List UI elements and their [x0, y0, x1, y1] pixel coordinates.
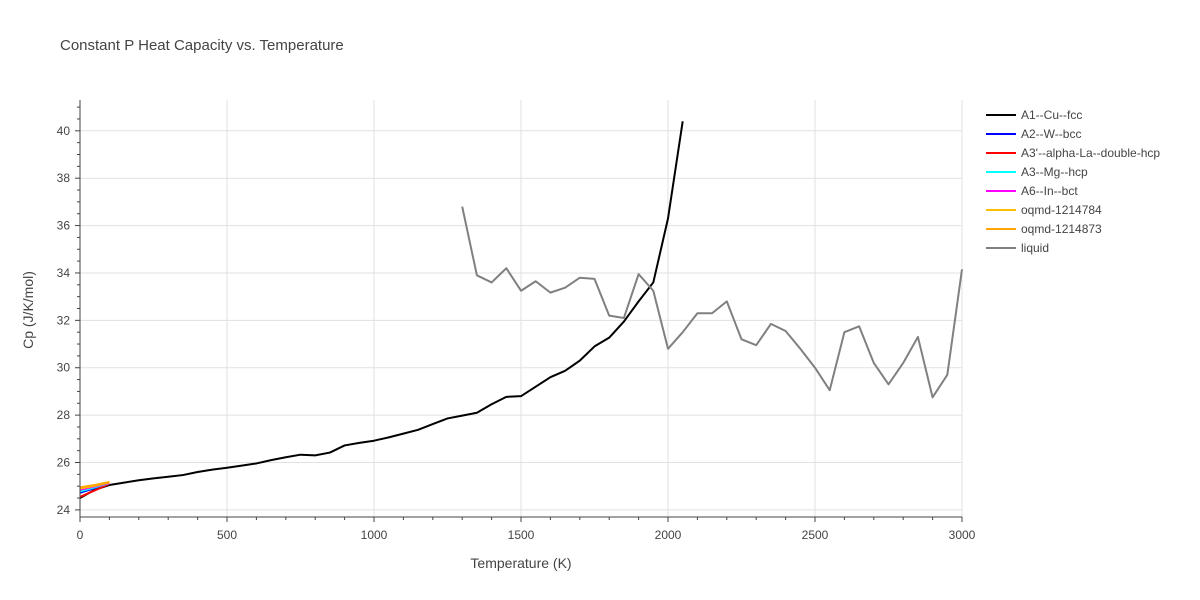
legend-item-a6-in-bct[interactable]: A6--In--bct [986, 184, 1078, 198]
x-tick-label: 500 [217, 528, 237, 542]
y-tick-label: 38 [57, 171, 71, 185]
legend-label: oqmd-1214873 [1021, 222, 1102, 236]
series-line-a3-alpha-la-double-hcp [79, 482, 110, 498]
legend-label: A3'--alpha-La--double-hcp [1021, 146, 1160, 160]
legend-label: A6--In--bct [1021, 184, 1078, 198]
axes: 0 500 1000 1500 2000 2500 3000 24 26 28 30 32 34 36 38… [57, 100, 976, 542]
legend-item-a3-alpha-la-double-hcp[interactable]: A3'--alpha-La--double-hcp [986, 146, 1160, 160]
x-tick-label: 2000 [655, 528, 682, 542]
legend-item-liquid[interactable]: liquid [986, 241, 1049, 255]
x-tick-label: 3000 [949, 528, 976, 542]
legend[interactable]: A1--Cu--fcc A2--W--bcc A3'--alpha-La--doub… [986, 108, 1160, 255]
y-axis-title: Cp (J/K/mol) [20, 271, 36, 349]
y-tick-label: 26 [57, 456, 71, 470]
legend-label: liquid [1021, 241, 1049, 255]
series-line-oqmd-1214873 [79, 480, 110, 489]
legend-label: A3--Mg--hcp [1021, 165, 1088, 179]
legend-label: A1--Cu--fcc [1021, 108, 1082, 122]
y-tick-label: 36 [57, 219, 71, 233]
legend-item-oqmd-1214784[interactable]: oqmd-1214784 [986, 203, 1102, 217]
series-line-a1-cu-fcc [79, 121, 684, 499]
series-layer [79, 121, 963, 499]
grid [80, 100, 963, 517]
series-line-liquid [461, 206, 963, 399]
y-tick-label: 40 [57, 124, 71, 138]
legend-label: oqmd-1214784 [1021, 203, 1102, 217]
legend-item-a3-mg-hcp[interactable]: A3--Mg--hcp [986, 165, 1088, 179]
y-tick-label: 24 [57, 503, 71, 517]
chart-title: Constant P Heat Capacity vs. Temperature [60, 37, 344, 54]
y-tick-label: 28 [57, 408, 71, 422]
y-tick-label: 32 [57, 313, 71, 327]
x-tick-label: 2500 [802, 528, 829, 542]
y-tick-label: 34 [57, 266, 71, 280]
legend-label: A2--W--bcc [1021, 127, 1081, 141]
legend-item-a1-cu-fcc[interactable]: A1--Cu--fcc [986, 108, 1082, 122]
x-tick-label: 1000 [361, 528, 388, 542]
legend-item-oqmd-1214873[interactable]: oqmd-1214873 [986, 222, 1102, 236]
x-axis-title: Temperature (K) [470, 555, 571, 571]
y-tick-label: 30 [57, 361, 71, 375]
x-tick-label: 1500 [508, 528, 535, 542]
x-tick-label: 0 [77, 528, 84, 542]
legend-item-a2-w-bcc[interactable]: A2--W--bcc [986, 127, 1081, 141]
